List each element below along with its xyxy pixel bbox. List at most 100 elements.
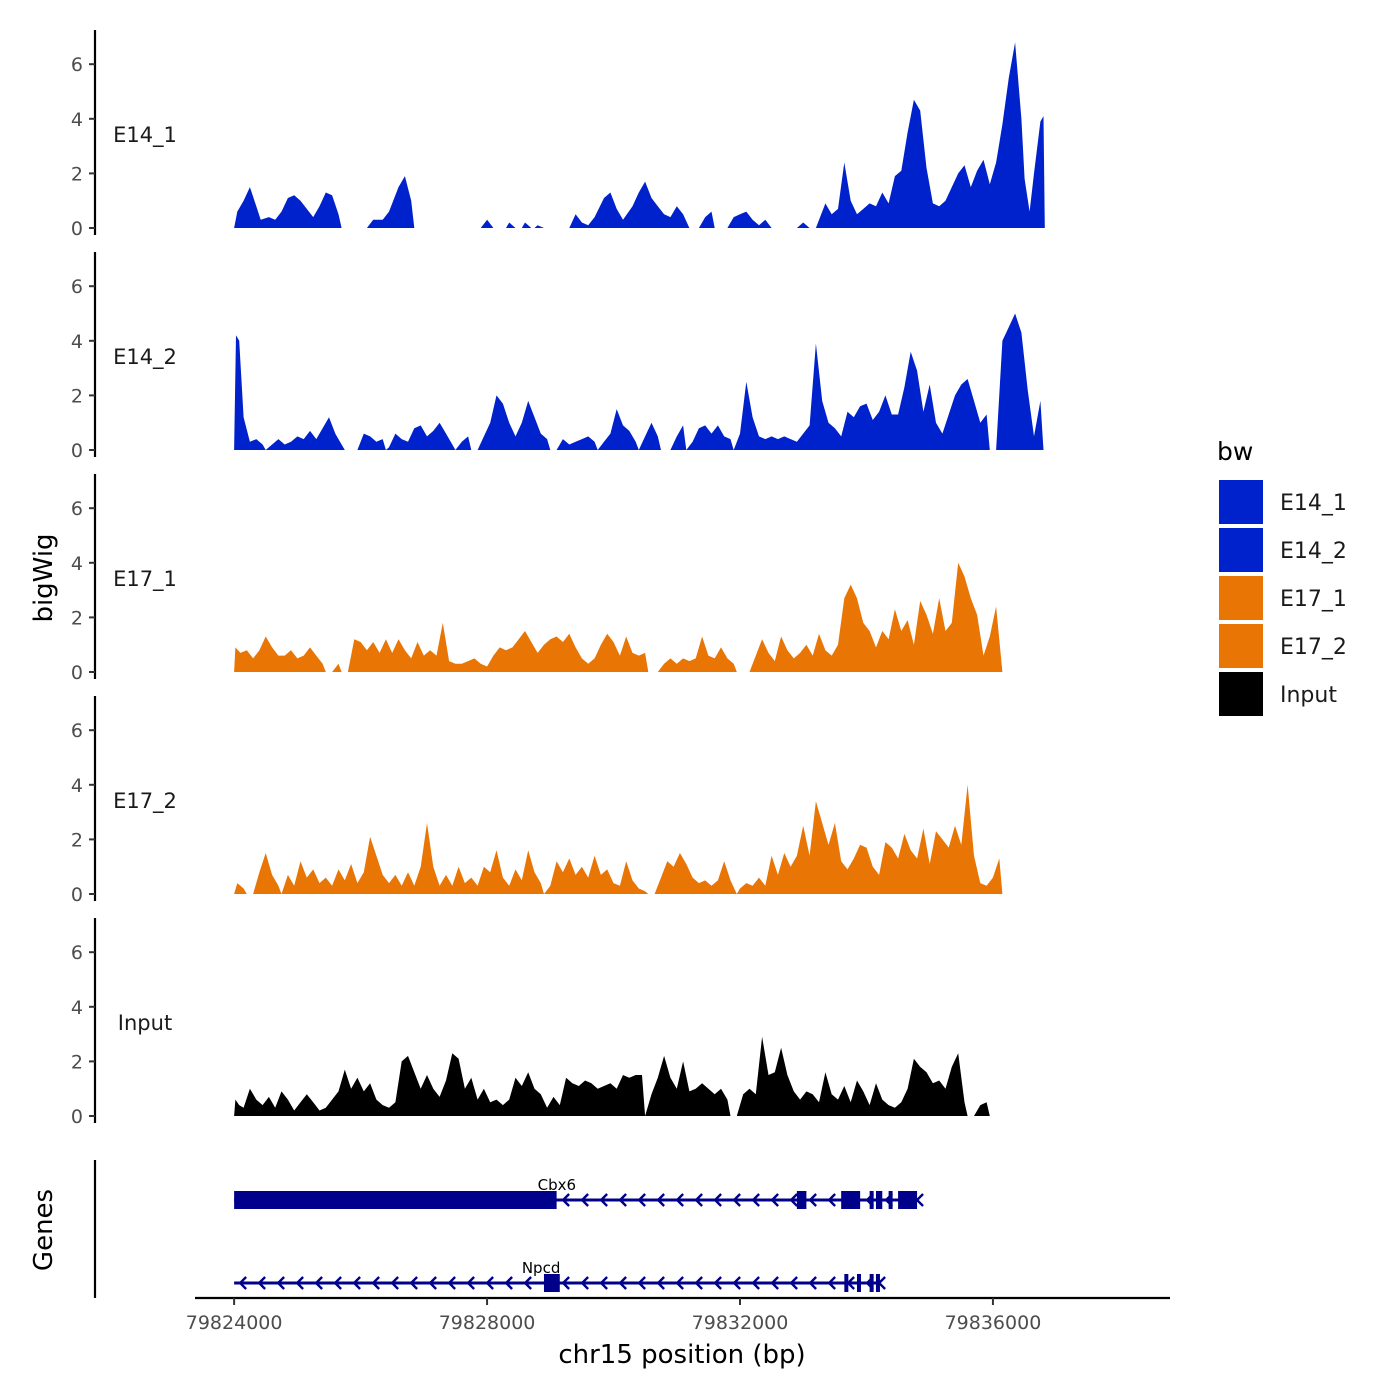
gene-track: Cbx6 Npcd bbox=[93, 1160, 924, 1298]
strand-arrow bbox=[827, 1276, 836, 1290]
strand-arrow bbox=[599, 1193, 608, 1207]
y-tick-label: 4 bbox=[71, 997, 83, 1019]
strand-arrow bbox=[637, 1193, 646, 1207]
strand-arrow bbox=[770, 1193, 779, 1207]
legend-item-E14_1: E14_1 bbox=[1219, 480, 1347, 524]
exon-block bbox=[543, 1274, 560, 1292]
y-tick-label: 6 bbox=[71, 276, 83, 298]
y-tick-label: 2 bbox=[71, 607, 83, 629]
exon-block bbox=[856, 1274, 861, 1292]
strand-arrow bbox=[561, 1276, 570, 1290]
strand-arrow bbox=[694, 1276, 703, 1290]
strand-arrow bbox=[675, 1193, 684, 1207]
strand-arrow bbox=[314, 1276, 323, 1290]
strand-arrow bbox=[333, 1276, 342, 1290]
strand-arrow bbox=[618, 1276, 627, 1290]
strand-arrow bbox=[523, 1276, 532, 1290]
track-Input: 0 2 4 6 Input bbox=[71, 918, 990, 1128]
exon-block bbox=[875, 1274, 880, 1292]
y-axis-title: bigWig bbox=[29, 533, 59, 622]
y-tick-label: 6 bbox=[71, 498, 83, 520]
strand-arrow bbox=[675, 1276, 684, 1290]
legend-label: E14_1 bbox=[1280, 491, 1347, 516]
y-tick-label: 6 bbox=[71, 942, 83, 964]
strand-arrow bbox=[276, 1276, 285, 1290]
signal-area-Input bbox=[234, 1036, 990, 1116]
exon-block bbox=[888, 1191, 893, 1209]
strand-arrow bbox=[580, 1276, 589, 1290]
strand-arrow bbox=[390, 1276, 399, 1290]
x-tick-label: 79824000 bbox=[186, 1312, 283, 1334]
legend-label: E14_2 bbox=[1280, 539, 1347, 564]
y-tick-label: 2 bbox=[71, 1051, 83, 1073]
legend-swatch bbox=[1219, 624, 1263, 668]
track-E14_1: 0 2 4 6 E14_1 bbox=[71, 30, 1045, 240]
legend-label: E17_2 bbox=[1280, 635, 1347, 660]
legend-item-E17_2: E17_2 bbox=[1219, 624, 1347, 668]
track-label: E17_2 bbox=[113, 789, 177, 814]
legend-label: Input bbox=[1280, 683, 1337, 708]
y-tick-label: 4 bbox=[71, 775, 83, 797]
exon-block bbox=[844, 1274, 849, 1292]
legend: bw E14_1 E14_2 E17_1 E17_2 Input bbox=[1217, 437, 1347, 716]
strand-arrow bbox=[656, 1193, 665, 1207]
strand-arrow bbox=[238, 1276, 247, 1290]
exon-block bbox=[898, 1191, 918, 1209]
legend-swatch bbox=[1219, 672, 1263, 716]
strand-arrow bbox=[789, 1276, 798, 1290]
strand-arrow bbox=[915, 1193, 924, 1207]
track-label: E14_2 bbox=[113, 345, 177, 370]
y-tick-label: 4 bbox=[71, 109, 83, 131]
strand-arrow bbox=[770, 1276, 779, 1290]
track-label: E17_1 bbox=[113, 567, 177, 592]
legend-title: bw bbox=[1217, 437, 1253, 466]
strand-arrow bbox=[732, 1193, 741, 1207]
y-tick-label: 4 bbox=[71, 331, 83, 353]
legend-swatch bbox=[1219, 480, 1263, 524]
signal-tracks: 0 2 4 6 E14_1 0 2 4 6 E14_2 0 2 4 6 E17_1 0 2 4 6 E17_2 0 2 4 6… bbox=[71, 30, 1045, 1128]
gene-Cbx6: Cbx6 bbox=[234, 1176, 924, 1209]
gene-Npcd: Npcd bbox=[234, 1259, 886, 1292]
y-tick-label: 0 bbox=[71, 218, 83, 240]
strand-arrow bbox=[580, 1193, 589, 1207]
track-E17_1: 0 2 4 6 E17_1 bbox=[71, 474, 1003, 684]
strand-arrow bbox=[428, 1276, 437, 1290]
y-tick-label: 4 bbox=[71, 553, 83, 575]
signal-area-E17_2 bbox=[234, 784, 1003, 894]
exon-block bbox=[841, 1191, 861, 1209]
strand-arrow bbox=[751, 1276, 760, 1290]
signal-area-E14_2 bbox=[234, 313, 1044, 450]
strand-arrow bbox=[447, 1276, 456, 1290]
strand-arrow bbox=[352, 1276, 361, 1290]
strand-arrow bbox=[656, 1276, 665, 1290]
exon-block bbox=[796, 1191, 807, 1209]
strand-arrow bbox=[371, 1276, 380, 1290]
legend-swatch bbox=[1219, 528, 1263, 572]
y-tick-label: 0 bbox=[71, 662, 83, 684]
y-tick-label: 2 bbox=[71, 163, 83, 185]
gene-label: Npcd bbox=[522, 1259, 561, 1277]
y-tick-label: 0 bbox=[71, 1106, 83, 1128]
x-tick-label: 79828000 bbox=[439, 1312, 536, 1334]
strand-arrow bbox=[877, 1276, 886, 1290]
x-axis-title: chr15 position (bp) bbox=[558, 1340, 805, 1370]
strand-arrow bbox=[295, 1276, 304, 1290]
strand-arrow bbox=[789, 1193, 798, 1207]
strand-arrow bbox=[827, 1193, 836, 1207]
strand-arrow bbox=[694, 1193, 703, 1207]
x-axis: 79824000 79828000 79832000 79836000 bbox=[186, 1296, 1170, 1334]
x-tick-label: 79832000 bbox=[692, 1312, 789, 1334]
strand-arrow bbox=[561, 1193, 570, 1207]
track-E14_2: 0 2 4 6 E14_2 bbox=[71, 252, 1044, 462]
signal-area-E17_1 bbox=[234, 562, 1003, 672]
strand-arrow bbox=[713, 1193, 722, 1207]
legend-label: E17_1 bbox=[1280, 587, 1347, 612]
strand-arrow bbox=[599, 1276, 608, 1290]
x-tick-label: 79836000 bbox=[945, 1312, 1042, 1334]
y-tick-label: 0 bbox=[71, 884, 83, 906]
strand-arrow bbox=[466, 1276, 475, 1290]
legend-swatch bbox=[1219, 576, 1263, 620]
strand-arrow bbox=[618, 1193, 627, 1207]
exon-block bbox=[875, 1191, 883, 1209]
